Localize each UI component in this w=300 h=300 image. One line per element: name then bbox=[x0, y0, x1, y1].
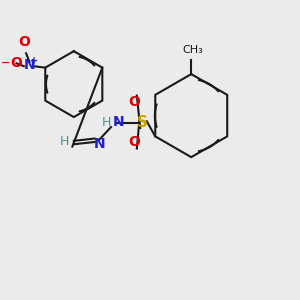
Text: H: H bbox=[60, 136, 70, 148]
Text: O: O bbox=[128, 135, 140, 148]
Text: N: N bbox=[113, 115, 125, 129]
Text: N: N bbox=[94, 137, 105, 151]
Text: H: H bbox=[102, 116, 111, 129]
Text: O: O bbox=[10, 56, 22, 70]
Text: −: − bbox=[1, 58, 10, 68]
Text: O: O bbox=[18, 35, 30, 49]
Text: +: + bbox=[30, 56, 38, 66]
Text: N: N bbox=[24, 58, 35, 72]
Text: S: S bbox=[137, 115, 148, 130]
Text: O: O bbox=[128, 95, 140, 109]
Text: CH₃: CH₃ bbox=[182, 46, 203, 56]
